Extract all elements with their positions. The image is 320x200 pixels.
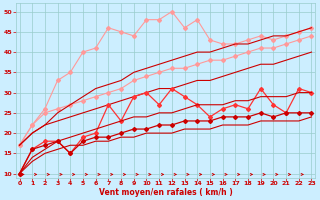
X-axis label: Vent moyen/en rafales ( km/h ): Vent moyen/en rafales ( km/h ): [99, 188, 232, 197]
